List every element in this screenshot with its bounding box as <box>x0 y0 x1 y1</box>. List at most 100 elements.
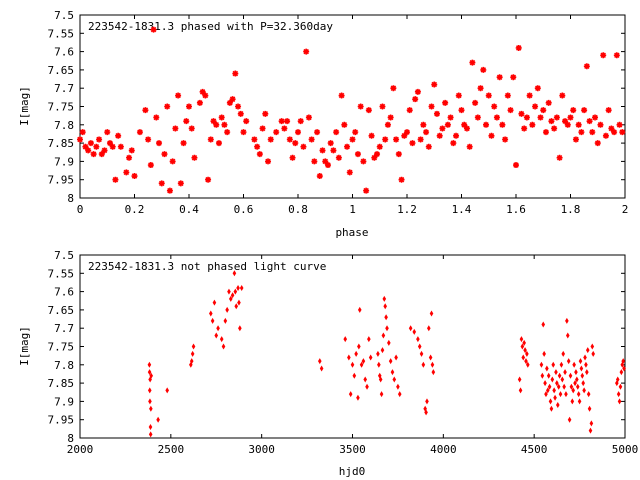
data-point <box>228 295 233 302</box>
data-point <box>237 110 244 117</box>
data-point <box>485 92 492 99</box>
phased-light-curve-panel: 223542-1831.3 phased with P=32.360day ph… <box>18 9 628 239</box>
data-point <box>433 110 440 117</box>
data-point <box>524 358 528 365</box>
data-point <box>585 369 589 376</box>
y-tick-label: 7.65 <box>48 64 75 77</box>
data-point <box>254 143 261 150</box>
data-point <box>584 361 588 368</box>
data-point <box>112 176 119 183</box>
data-point <box>564 391 568 398</box>
data-point <box>147 387 152 394</box>
data-point <box>537 114 544 121</box>
data-point <box>359 361 364 368</box>
data-point <box>510 74 517 81</box>
data-point <box>380 347 385 354</box>
x-tick-label: 0.6 <box>234 203 254 216</box>
data-point <box>213 121 220 128</box>
data-point <box>319 365 324 372</box>
data-point <box>419 350 424 357</box>
data-point <box>109 143 116 150</box>
data-point <box>580 372 585 379</box>
y-tick-label: 7.85 <box>48 137 75 150</box>
data-point <box>559 361 564 368</box>
data-point <box>412 328 417 335</box>
data-point <box>219 336 224 343</box>
data-point <box>597 121 604 128</box>
x-tick-label: 4500 <box>521 443 548 456</box>
data-point <box>218 114 225 121</box>
data-point <box>371 154 378 161</box>
data-point <box>300 143 307 150</box>
x-tick-label: 0.2 <box>125 203 145 216</box>
data-point <box>412 96 419 103</box>
data-point <box>161 151 168 158</box>
y-tick-label: 7.8 <box>54 359 74 372</box>
data-point <box>558 391 563 398</box>
x-tick-label: 1.2 <box>397 203 417 216</box>
data-point <box>543 380 547 387</box>
data-point <box>85 147 92 154</box>
data-point <box>504 92 511 99</box>
data-point <box>466 143 473 150</box>
data-point <box>79 129 86 136</box>
data-point <box>350 361 355 368</box>
data-point <box>363 187 370 194</box>
y-tick-label: 7.6 <box>54 286 74 299</box>
data-point <box>189 361 193 368</box>
y-tick-label: 7.75 <box>48 101 75 114</box>
y-tick-label: 7.85 <box>48 377 75 390</box>
data-point <box>408 325 413 332</box>
data-point <box>417 136 424 143</box>
data-point <box>518 110 525 117</box>
data-point <box>352 129 359 136</box>
x-tick-label: 4000 <box>430 443 457 456</box>
data-point <box>209 310 213 317</box>
data-point <box>390 369 395 376</box>
data-point <box>551 125 558 132</box>
data-point <box>221 121 228 128</box>
data-point <box>297 118 304 125</box>
data-point <box>387 114 394 121</box>
data-point <box>425 398 429 405</box>
data-point <box>240 129 247 136</box>
data-point <box>447 114 454 121</box>
data-point <box>376 350 380 357</box>
data-point <box>522 339 526 346</box>
x-tick-label: 1.8 <box>561 203 581 216</box>
chart-title: 223542-1831.3 phased with P=32.360day <box>88 20 333 33</box>
data-point <box>383 303 387 310</box>
data-point <box>586 118 593 125</box>
data-point <box>397 391 402 398</box>
data-point <box>431 81 438 88</box>
x-tick-label: 2500 <box>158 443 185 456</box>
y-axis-label: I[mag] <box>18 86 31 126</box>
data-point <box>156 416 160 423</box>
data-point <box>344 143 351 150</box>
data-point <box>518 387 523 394</box>
data-point <box>382 136 389 143</box>
data-point <box>540 107 547 114</box>
data-point <box>575 383 580 390</box>
data-point <box>551 361 556 368</box>
data-point <box>572 361 576 368</box>
data-point <box>289 154 296 161</box>
data-point <box>349 136 356 143</box>
data-point <box>521 354 526 361</box>
data-point <box>346 169 353 176</box>
data-point <box>385 325 389 332</box>
data-point <box>621 358 625 365</box>
data-point <box>292 140 299 147</box>
data-point <box>562 383 566 390</box>
data-point <box>488 132 495 139</box>
data-point <box>574 369 578 376</box>
data-point <box>439 125 446 132</box>
data-point <box>548 118 555 125</box>
data-point <box>585 347 590 354</box>
data-point <box>87 140 94 147</box>
data-point <box>165 387 169 394</box>
data-point <box>232 70 239 77</box>
data-point <box>356 394 360 401</box>
data-point <box>142 107 149 114</box>
data-point <box>212 299 217 306</box>
